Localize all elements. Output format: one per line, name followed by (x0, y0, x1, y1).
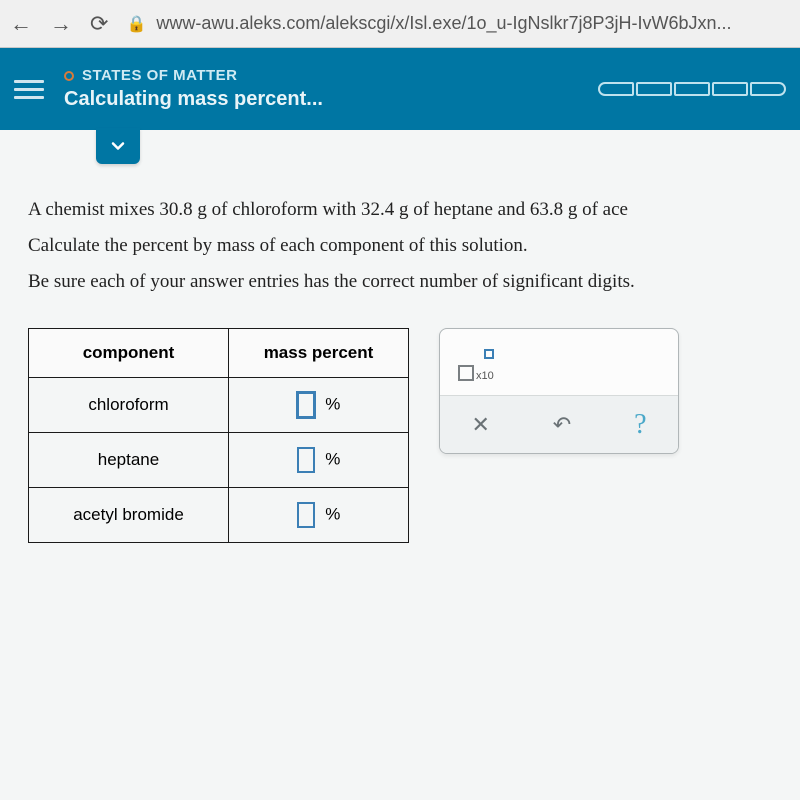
work-area: component mass percent chloroform % hept… (28, 328, 788, 543)
chevron-down-icon (108, 136, 128, 156)
toolbox-actions: ✕ ↶ ? (440, 395, 678, 453)
answer-input-acetyl-bromide[interactable] (297, 502, 315, 528)
unit-label: % (325, 505, 340, 524)
table-row: heptane % (29, 433, 409, 488)
unit-label: % (325, 395, 340, 414)
answer-input-heptane[interactable] (297, 447, 315, 473)
reload-button[interactable]: ⟳ (90, 11, 108, 37)
undo-icon: ↶ (553, 412, 571, 437)
input-toolbox: x10 ✕ ↶ ? (439, 328, 679, 454)
browser-toolbar: ← → ⟳ 🔒 www-awu.aleks.com/alekscgi/x/Isl… (0, 0, 800, 48)
lock-icon: 🔒 (126, 14, 146, 34)
problem-statement: A chemist mixes 30.8 g of chloroform wit… (28, 192, 788, 300)
hamburger-menu-icon[interactable] (14, 80, 44, 99)
header-title-block: STATES OF MATTER Calculating mass percen… (64, 67, 578, 111)
col-component: component (29, 329, 229, 378)
problem-line-2: Calculate the percent by mass of each co… (28, 228, 788, 264)
scientific-notation-button[interactable]: x10 (458, 353, 492, 381)
forward-button[interactable]: → (50, 11, 72, 37)
table-row: chloroform % (29, 378, 409, 433)
clear-button[interactable]: ✕ (461, 408, 499, 442)
problem-line-3: Be sure each of your answer entries has … (28, 264, 788, 300)
answer-input-chloroform[interactable] (297, 392, 315, 418)
lesson-title: Calculating mass percent... (64, 88, 578, 111)
app-header: STATES OF MATTER Calculating mass percen… (0, 48, 800, 130)
component-name: heptane (29, 433, 229, 488)
progress-pills (598, 82, 786, 96)
help-icon: ? (634, 409, 646, 440)
unit-label: % (325, 450, 340, 469)
component-name: chloroform (29, 378, 229, 433)
toolbox-top: x10 (440, 339, 678, 395)
address-bar[interactable]: 🔒 www-awu.aleks.com/alekscgi/x/Isl.exe/1… (126, 13, 790, 34)
col-mass-percent: mass percent (229, 329, 409, 378)
help-button[interactable]: ? (624, 405, 656, 445)
back-button[interactable]: ← (10, 11, 32, 37)
answer-table: component mass percent chloroform % hept… (28, 328, 409, 543)
expand-tab[interactable] (96, 128, 140, 164)
topic-label: STATES OF MATTER (82, 67, 238, 84)
topic-dot-icon (64, 71, 74, 81)
x-icon: ✕ (471, 412, 489, 437)
table-row: acetyl bromide % (29, 488, 409, 543)
undo-button[interactable]: ↶ (543, 408, 581, 442)
component-name: acetyl bromide (29, 488, 229, 543)
url-text: www-awu.aleks.com/alekscgi/x/Isl.exe/1o_… (156, 13, 731, 34)
content-area: A chemist mixes 30.8 g of chloroform wit… (0, 130, 800, 800)
